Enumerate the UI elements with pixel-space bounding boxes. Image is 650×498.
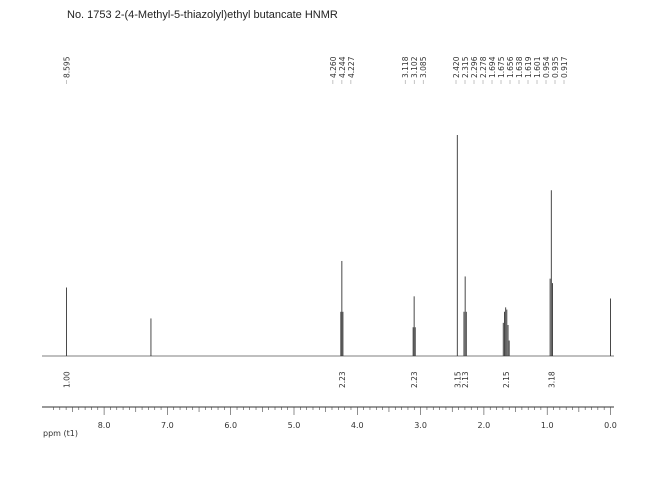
peak-label: 4.260 (329, 56, 338, 78)
peak-label: 3.118 (401, 56, 410, 78)
peak-label: 1.694 (488, 56, 497, 78)
x-tick-label: 2.0 (478, 421, 491, 430)
integral-value: 3.15 (453, 371, 462, 388)
peak-label: 2.296 (470, 56, 479, 78)
x-tick-label: 0.0 (604, 421, 617, 430)
x-tick-label: 6.0 (224, 421, 237, 430)
integral-value: 2.15 (502, 371, 511, 388)
integral-value: 1.00 (62, 371, 71, 388)
peak-label: 4.244 (338, 56, 347, 78)
x-ticks-group: 8.0 7.0 6.0 5.0 4.0 3.0 2.0 1.0 0.0 (53, 407, 617, 430)
integrals-group: 1.00 2.23 2.23 3.152.13 2.15 3.18 (62, 371, 556, 388)
peak-label: 1.638 (515, 56, 524, 78)
peak-label: 8.595 (62, 56, 71, 78)
peak-label: 1.656 (506, 56, 515, 78)
peak-label: 2.278 (479, 56, 488, 78)
label-leaders-group (66, 80, 565, 84)
peak-label: 0.917 (560, 56, 569, 78)
integral-value: 3.18 (547, 371, 556, 388)
x-tick-label: 4.0 (351, 421, 364, 430)
x-tick-label: 5.0 (288, 421, 301, 430)
peak-label: 1.675 (497, 56, 506, 78)
peaks-group (65, 135, 611, 356)
x-axis-label: ppm (t1) (43, 429, 78, 438)
x-tick-label: 7.0 (161, 421, 174, 430)
peak-label: 4.227 (347, 56, 356, 78)
peak-label: 0.935 (551, 56, 560, 78)
x-tick-label: 3.0 (414, 421, 427, 430)
integral-value: 2.23 (338, 371, 347, 388)
peak-label: 0.954 (542, 56, 551, 78)
peak-label: 2.315 (461, 56, 470, 78)
integral-value: 2.13 (461, 371, 470, 388)
peak-label: 3.102 (410, 56, 419, 78)
x-tick-label: 8.0 (98, 421, 111, 430)
peak-label: 3.085 (419, 56, 428, 78)
x-tick-label: 1.0 (541, 421, 554, 430)
chart-title: No. 1753 2-(4-Methyl-5-thiazolyl)ethyl b… (67, 9, 338, 21)
peak-label: 1.619 (524, 56, 533, 78)
peak-labels-group: 8.595 4.260 4.244 4.227 3.118 3.102 3.085 2.420… (62, 56, 569, 78)
peak-label: 2.420 (452, 56, 461, 78)
peak-label: 1.601 (533, 56, 542, 78)
integral-value: 2.23 (410, 371, 419, 388)
